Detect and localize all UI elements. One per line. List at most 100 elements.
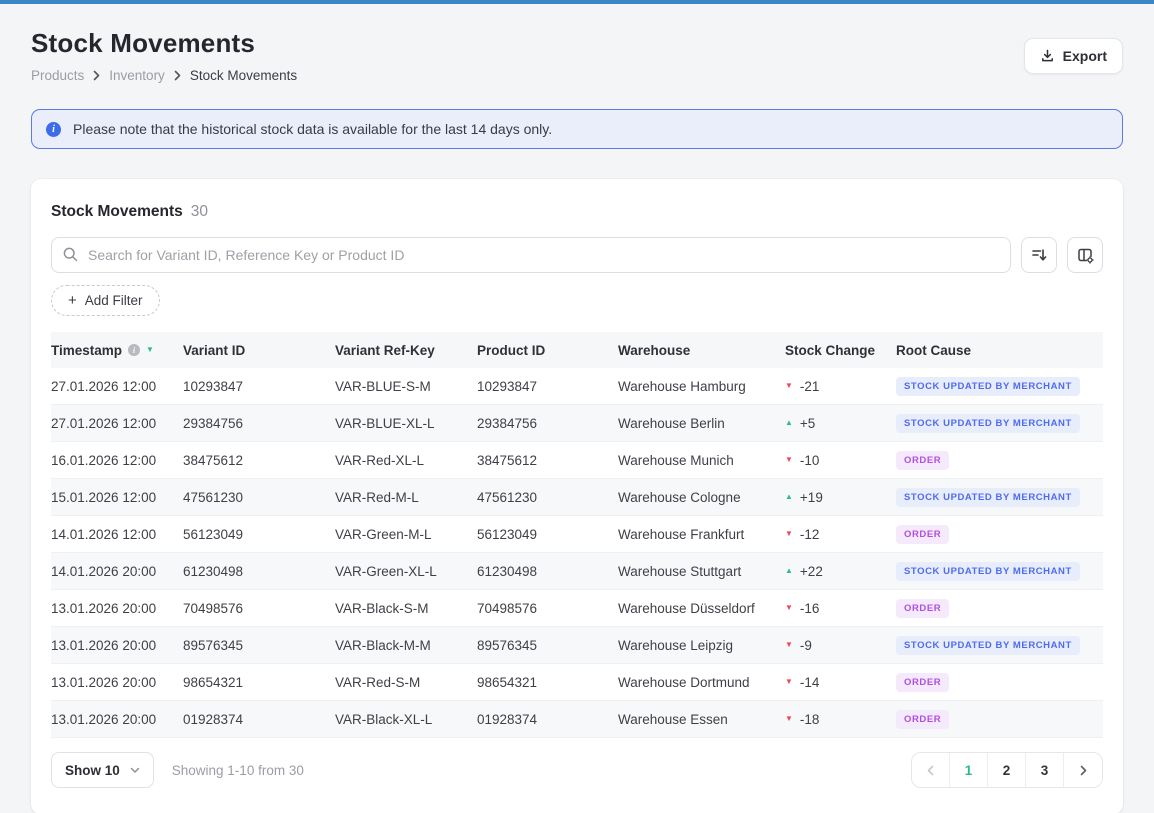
add-filter-button[interactable]: + Add Filter	[51, 285, 160, 316]
chevron-right-icon	[1080, 765, 1087, 776]
root-cause-badge: ORDER	[896, 599, 949, 618]
stock-change-value: -21	[800, 379, 820, 394]
cell-variant-ref-key: VAR-Black-S-M	[335, 601, 477, 616]
triangle-down-icon: ▼	[785, 604, 793, 612]
table-columns-gear-icon	[1076, 246, 1095, 265]
triangle-down-icon: ▼	[785, 678, 793, 686]
breadcrumb-item-inventory[interactable]: Inventory	[109, 68, 165, 83]
cell-timestamp: 14.01.2026 20:00	[51, 564, 183, 579]
search-row	[51, 237, 1103, 273]
column-header-label: Warehouse	[618, 343, 690, 358]
export-button[interactable]: Export	[1024, 38, 1123, 74]
cell-product-id: 01928374	[477, 712, 618, 727]
rows-per-page-label: Show 10	[65, 763, 120, 778]
cell-product-id: 98654321	[477, 675, 618, 690]
page-button-1[interactable]: 1	[950, 753, 988, 787]
column-header-root-cause: Root Cause	[896, 343, 1103, 358]
stock-movements-table: Timestamp i ▼ Variant ID Variant Ref-Key…	[51, 332, 1103, 738]
stock-movements-card: Stock Movements 30 + A	[31, 179, 1123, 813]
column-header-label: Timestamp	[51, 343, 122, 358]
root-cause-badge: STOCK UPDATED BY MERCHANT	[896, 377, 1080, 396]
cell-product-id: 10293847	[477, 379, 618, 394]
cell-variant-ref-key: VAR-Black-M-M	[335, 638, 477, 653]
cell-variant-ref-key: VAR-BLUE-XL-L	[335, 416, 477, 431]
column-header-timestamp[interactable]: Timestamp i ▼	[51, 343, 183, 358]
cell-timestamp: 13.01.2026 20:00	[51, 601, 183, 616]
cell-product-id: 70498576	[477, 601, 618, 616]
cell-product-id: 56123049	[477, 527, 618, 542]
cell-warehouse: Warehouse Stuttgart	[618, 564, 785, 579]
cell-variant-id: 47561230	[183, 490, 335, 505]
card-title: Stock Movements	[51, 203, 183, 221]
column-header-label: Stock Change	[785, 343, 875, 358]
rows-per-page-select[interactable]: Show 10	[51, 752, 154, 788]
info-icon: i	[46, 122, 61, 137]
triangle-up-icon: ▲	[785, 493, 793, 501]
column-header-label: Root Cause	[896, 343, 971, 358]
page-button-3[interactable]: 3	[1026, 753, 1064, 787]
cell-warehouse: Warehouse Essen	[618, 712, 785, 727]
cell-variant-ref-key: VAR-Green-M-L	[335, 527, 477, 542]
table-row: 13.01.2026 20:0098654321VAR-Red-S-M98654…	[51, 664, 1103, 701]
cell-stock-change: ▼-14	[785, 675, 896, 690]
cell-variant-ref-key: VAR-Red-XL-L	[335, 453, 477, 468]
cell-variant-id: 10293847	[183, 379, 335, 394]
stock-change-value: -9	[800, 638, 812, 653]
cell-stock-change: ▲+5	[785, 416, 896, 431]
cell-warehouse: Warehouse Dortmund	[618, 675, 785, 690]
previous-page-button[interactable]	[912, 753, 950, 787]
table-row: 15.01.2026 12:0047561230VAR-Red-M-L47561…	[51, 479, 1103, 516]
breadcrumb-item-products[interactable]: Products	[31, 68, 84, 83]
search-wrap	[51, 237, 1011, 273]
cell-stock-change: ▼ -9	[785, 638, 896, 653]
table-body: 27.01.2026 12:0010293847VAR-BLUE-S-M1029…	[51, 368, 1103, 738]
cell-root-cause: ORDER	[896, 599, 1103, 618]
card-title-row: Stock Movements 30	[51, 203, 1103, 221]
table-row: 27.01.2026 12:0029384756VAR-BLUE-XL-L293…	[51, 405, 1103, 442]
cell-variant-id: 38475612	[183, 453, 335, 468]
table-row: 27.01.2026 12:0010293847VAR-BLUE-S-M1029…	[51, 368, 1103, 405]
cell-warehouse: Warehouse Cologne	[618, 490, 785, 505]
top-accent-bar	[0, 0, 1154, 4]
cell-variant-id: 61230498	[183, 564, 335, 579]
search-input[interactable]	[51, 237, 1011, 273]
cell-product-id: 89576345	[477, 638, 618, 653]
info-banner-text: Please note that the historical stock da…	[73, 121, 552, 137]
cell-product-id: 47561230	[477, 490, 618, 505]
column-settings-button[interactable]	[1067, 237, 1103, 273]
cell-root-cause: STOCK UPDATED BY MERCHANT	[896, 562, 1103, 581]
column-header-product-id: Product ID	[477, 343, 618, 358]
pagination-summary: Showing 1-10 from 30	[172, 763, 893, 778]
cell-stock-change: ▼ -21	[785, 379, 896, 394]
cell-warehouse: Warehouse Frankfurt	[618, 527, 785, 542]
sort-button[interactable]	[1021, 237, 1057, 273]
cell-timestamp: 13.01.2026 20:00	[51, 712, 183, 727]
stock-change-value: +19	[800, 490, 823, 505]
breadcrumb-item-current: Stock Movements	[190, 68, 297, 83]
next-page-button[interactable]	[1064, 753, 1102, 787]
table-footer: Show 10 Showing 1-10 from 30 1 2 3	[51, 752, 1103, 788]
triangle-down-icon: ▼	[785, 382, 793, 390]
cell-product-id: 61230498	[477, 564, 618, 579]
page-button-2[interactable]: 2	[988, 753, 1026, 787]
cell-variant-id: 98654321	[183, 675, 335, 690]
page-container: Stock Movements Products Inventory Stock…	[0, 28, 1154, 813]
root-cause-badge: STOCK UPDATED BY MERCHANT	[896, 414, 1080, 433]
column-header-stock-change: Stock Change	[785, 343, 896, 358]
export-button-label: Export	[1063, 48, 1107, 64]
cell-warehouse: Warehouse Berlin	[618, 416, 785, 431]
column-header-variant-ref-key: Variant Ref-Key	[335, 343, 477, 358]
column-header-label: Variant Ref-Key	[335, 343, 435, 358]
cell-timestamp: 16.01.2026 12:00	[51, 453, 183, 468]
chevron-right-icon	[174, 70, 181, 81]
table-row: 13.01.2026 20:0001928374VAR-Black-XL-L01…	[51, 701, 1103, 738]
cell-variant-id: 70498576	[183, 601, 335, 616]
cell-variant-ref-key: VAR-Green-XL-L	[335, 564, 477, 579]
cell-root-cause: STOCK UPDATED BY MERCHANT	[896, 488, 1103, 507]
info-banner: i Please note that the historical stock …	[31, 109, 1123, 149]
triangle-down-icon: ▼	[785, 530, 793, 538]
cell-variant-id: 29384756	[183, 416, 335, 431]
download-icon	[1040, 48, 1055, 63]
triangle-down-icon: ▼	[785, 641, 793, 649]
cell-root-cause: ORDER	[896, 451, 1103, 470]
